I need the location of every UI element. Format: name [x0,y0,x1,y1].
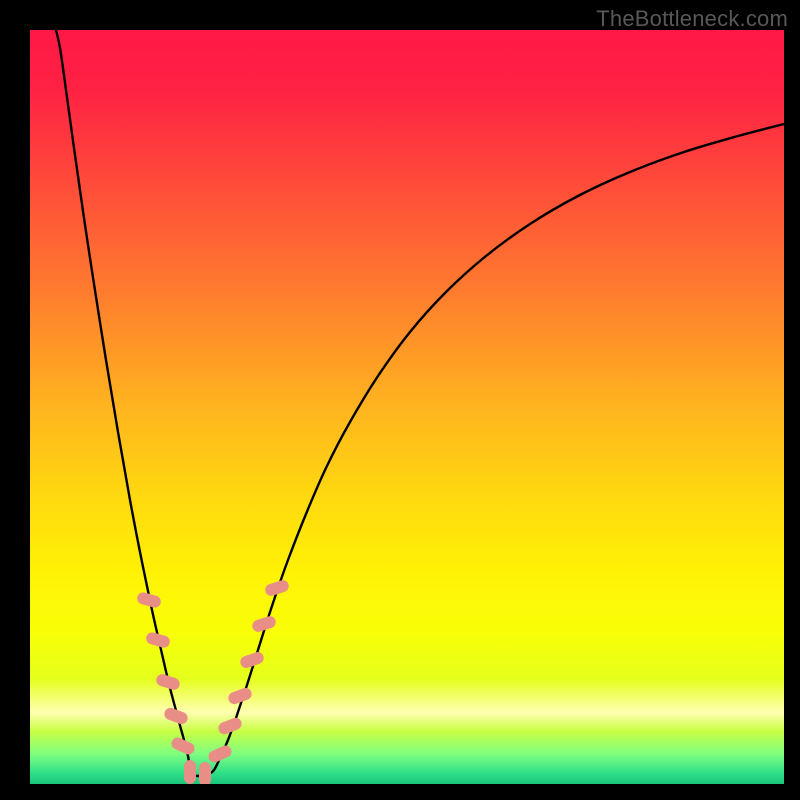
outer-frame: TheBottleneck.com [0,0,800,800]
plot-area [30,30,784,784]
watermark-text: TheBottleneck.com [596,6,788,32]
bead-markers [136,579,290,784]
bead-marker [184,760,196,784]
bead-marker [199,762,211,784]
bead-marker [207,744,234,765]
bottleneck-curve [56,30,784,776]
chart-overlay [30,30,784,784]
